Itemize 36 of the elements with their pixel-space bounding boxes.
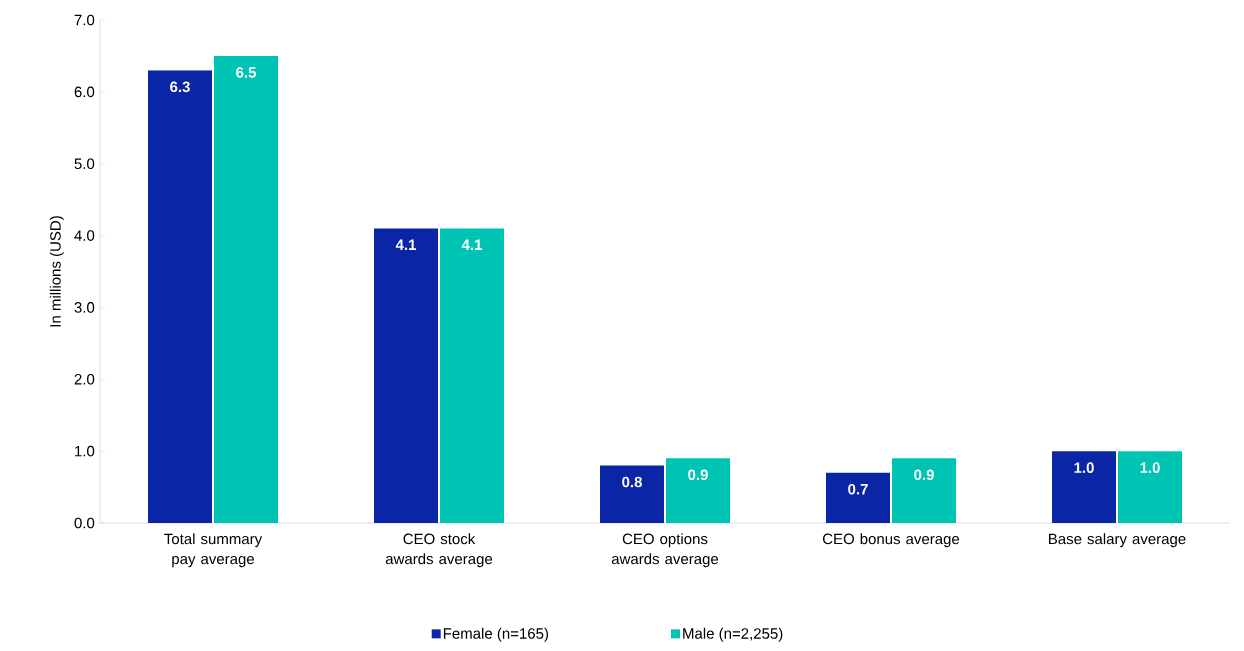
y-tick-label: 7.0	[74, 14, 95, 26]
x-tick-label: Total summary pay average	[164, 533, 263, 568]
y-tick-label: 0.0	[74, 517, 95, 529]
bar	[826, 472, 890, 523]
y-tick-label: 3.0	[74, 302, 95, 313]
data-label: 1.0	[1140, 462, 1160, 473]
data-label: 0.9	[914, 469, 934, 481]
bar	[600, 465, 664, 523]
bar	[892, 458, 957, 523]
data-label: 4.1	[395, 239, 417, 250]
data-label: 6.3	[170, 81, 190, 93]
y-tick-label: 6.0	[74, 86, 95, 98]
bar	[214, 55, 278, 523]
bar	[374, 228, 438, 523]
data-label: 0.8	[622, 476, 642, 488]
data-label: 0.7	[848, 483, 868, 495]
y-tick-label: 1.0	[75, 445, 95, 457]
data-label: 6.5	[236, 67, 257, 78]
data-label: 4.1	[461, 239, 483, 250]
y-tick-label: 4.0	[74, 230, 95, 241]
x-tick-label: CEO options awards average	[611, 533, 719, 568]
y-tick-label: 2.0	[74, 373, 95, 385]
bar	[440, 228, 504, 523]
bar	[148, 70, 212, 523]
legend-label: Male (n=2,255)	[683, 627, 783, 642]
x-tick-label: CEO bonus average	[822, 533, 960, 548]
data-label: 1.0	[1074, 462, 1094, 473]
x-tick-label: CEO stock awards average	[385, 533, 493, 568]
y-axis-title: In millions (USD)	[49, 216, 64, 327]
bar	[1052, 451, 1116, 523]
x-tick-label: Base salary average	[1049, 533, 1186, 548]
bar	[666, 458, 730, 523]
bar	[1118, 451, 1183, 523]
y-tick-label: 5.0	[74, 158, 95, 170]
data-label: 0.9	[688, 469, 708, 481]
legend-label: Female (n=165)	[443, 627, 549, 642]
